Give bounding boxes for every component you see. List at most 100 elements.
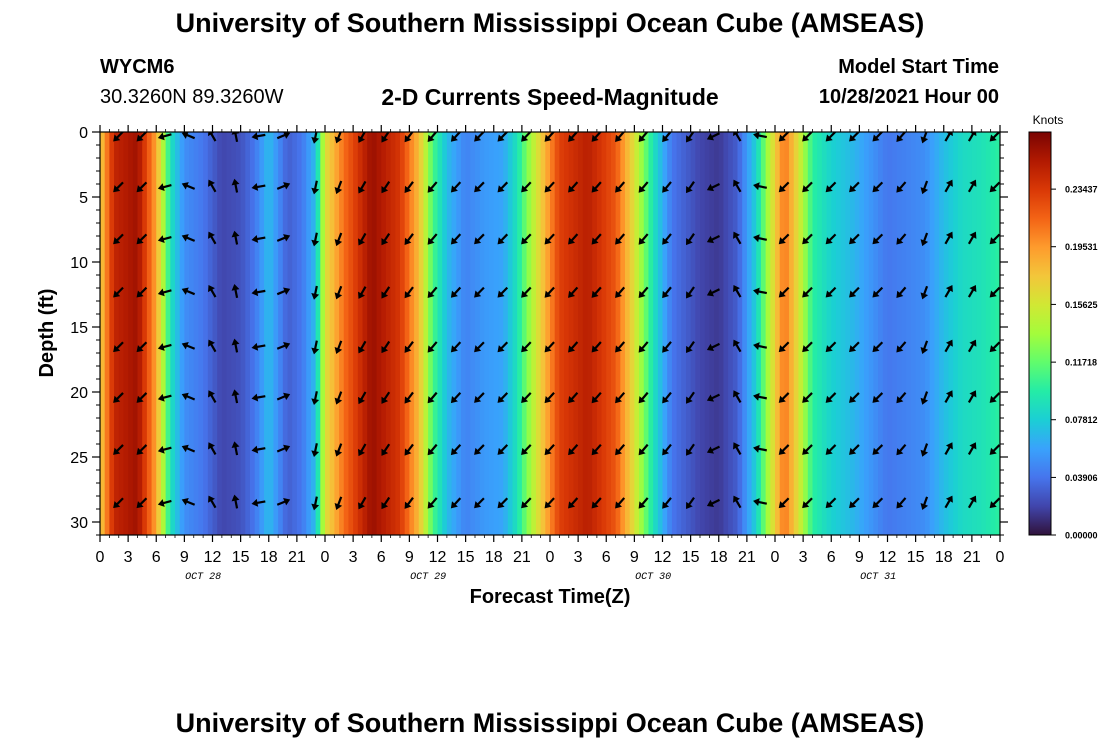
heatmap-cell — [104, 132, 110, 535]
heatmap-cell — [550, 132, 556, 535]
current-arrow — [778, 392, 790, 403]
current-arrow — [136, 286, 148, 298]
current-arrow — [896, 132, 907, 142]
heatmap-cell — [765, 132, 771, 535]
current-arrow — [849, 444, 860, 455]
current-arrow — [662, 497, 672, 509]
heatmap-cell — [250, 132, 256, 535]
heatmap-cell — [264, 132, 270, 535]
current-arrow — [251, 445, 266, 454]
current-arrow — [404, 233, 414, 245]
current-arrow — [157, 393, 172, 402]
heatmap-cell — [446, 132, 453, 535]
current-arrow — [686, 391, 695, 404]
heatmap-cell — [325, 132, 331, 535]
current-arrow — [896, 497, 907, 509]
current-arrow — [276, 342, 291, 350]
current-arrow — [136, 233, 148, 245]
current-arrow — [208, 179, 217, 193]
current-arrow — [358, 496, 367, 510]
current-arrow — [896, 286, 907, 298]
current-arrow — [662, 233, 672, 245]
current-arrow — [662, 443, 672, 456]
heatmap-cell — [503, 132, 509, 535]
current-arrow — [896, 391, 907, 404]
current-arrow — [989, 341, 1000, 353]
heatmap-cell — [742, 132, 748, 535]
heatmap-cell — [826, 132, 832, 535]
current-arrow — [381, 286, 391, 299]
heatmap-cell — [620, 132, 626, 535]
heatmap-cell — [540, 132, 546, 535]
current-arrow — [358, 340, 367, 354]
heatmap-cell — [339, 132, 345, 535]
current-arrow — [989, 132, 1000, 142]
x-tick-label: 18 — [935, 549, 953, 566]
heatmap-cell — [662, 132, 668, 535]
colorbar-tick-label: 0.23437 — [1065, 185, 1098, 195]
current-arrow — [662, 181, 672, 193]
heatmap-cell — [123, 132, 129, 535]
x-tick-label: 18 — [710, 549, 728, 566]
heatmap-cell — [151, 132, 157, 535]
heatmap-cell — [939, 132, 945, 535]
current-arrow — [849, 392, 860, 403]
heatmap-cell — [156, 132, 162, 535]
current-arrow — [638, 391, 649, 404]
current-arrow — [544, 233, 555, 245]
heatmap-cell — [896, 132, 903, 535]
current-arrow — [334, 285, 343, 300]
heatmap-cell — [409, 132, 415, 535]
current-arrow — [753, 498, 767, 507]
y-tick-label: 10 — [70, 255, 88, 272]
heatmap-cell — [831, 132, 837, 535]
current-arrow — [849, 132, 860, 142]
current-arrow — [474, 497, 485, 509]
heatmap-cell — [578, 132, 584, 535]
current-arrow — [615, 132, 626, 142]
colorbar-tick-label: 0.11718 — [1065, 358, 1097, 368]
heatmap-cell — [981, 132, 987, 535]
current-arrow — [497, 497, 509, 509]
heatmap-cell — [456, 132, 462, 535]
current-arrow — [802, 132, 813, 142]
current-arrow — [662, 341, 672, 353]
heatmap-cell — [493, 132, 500, 535]
current-arrow — [334, 132, 343, 144]
heatmap-cell — [667, 132, 673, 535]
heatmap-cell — [362, 132, 368, 535]
heatmap-cell — [100, 132, 106, 535]
current-arrow — [591, 286, 602, 298]
current-arrow — [638, 497, 649, 509]
heatmap-cell — [282, 132, 289, 535]
current-arrow — [358, 286, 367, 299]
current-arrow — [276, 182, 291, 190]
current-arrow — [615, 341, 626, 353]
current-arrow — [568, 286, 579, 298]
heatmap-cell — [793, 132, 800, 535]
heatmap-cell — [310, 132, 317, 535]
current-arrow — [358, 391, 367, 405]
x-tick-label: 9 — [630, 549, 639, 566]
current-arrow — [208, 495, 217, 509]
current-arrow — [733, 231, 742, 245]
current-arrow — [568, 497, 579, 509]
current-arrow — [638, 181, 649, 193]
current-arrow — [849, 286, 860, 298]
current-arrow — [251, 393, 266, 402]
heatmap-cell — [451, 132, 457, 535]
current-arrow — [231, 178, 240, 193]
heatmap-cell — [414, 132, 420, 535]
heatmap-cell — [704, 132, 710, 535]
heatmap-cell — [643, 132, 650, 535]
heatmap-cell — [221, 132, 228, 535]
current-arrow — [521, 497, 532, 509]
current-arrow — [231, 230, 240, 245]
heatmap-cell — [746, 132, 753, 535]
current-arrow — [662, 391, 672, 404]
current-arrow — [615, 391, 626, 404]
current-arrow — [474, 132, 485, 142]
current-arrow — [706, 393, 720, 402]
current-arrow — [967, 390, 977, 403]
